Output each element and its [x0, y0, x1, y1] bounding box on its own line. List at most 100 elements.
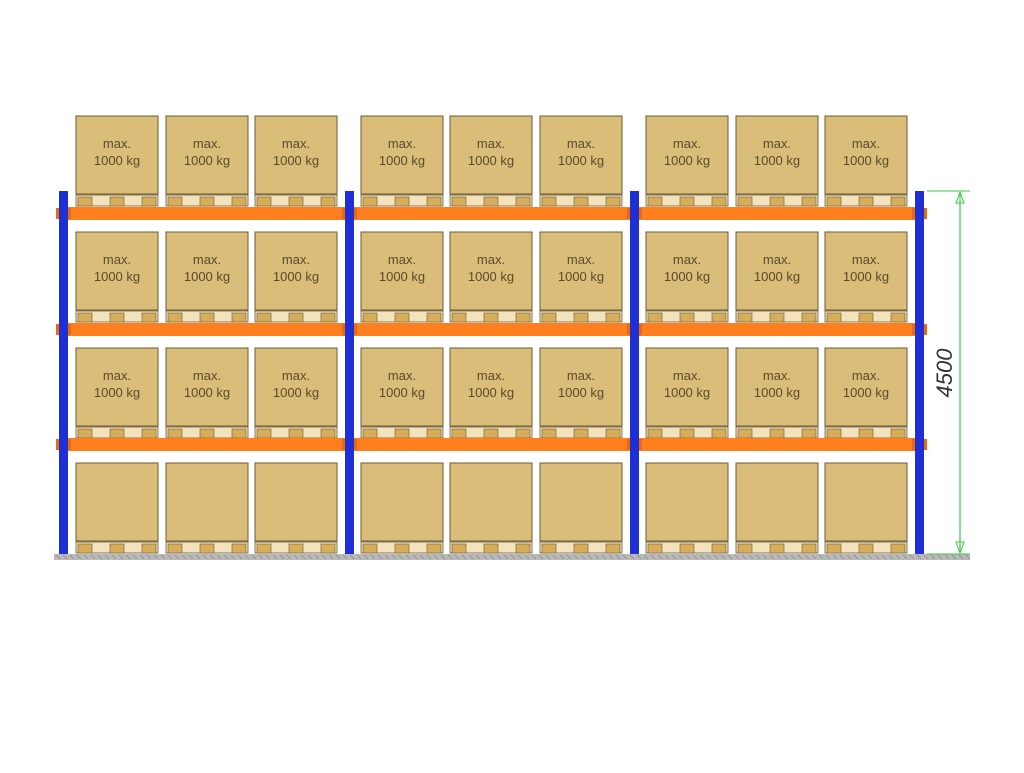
- box-label-weight: 1000 kg: [273, 385, 319, 400]
- floor-hatch: [811, 554, 817, 560]
- box-label-max: max.: [567, 368, 595, 383]
- floor-hatch: [349, 554, 355, 560]
- box-label-max: max.: [477, 252, 505, 267]
- box-label-weight: 1000 kg: [754, 385, 800, 400]
- load-box: [75, 231, 159, 311]
- floor-hatch: [825, 554, 831, 560]
- floor-hatch: [888, 554, 894, 560]
- floor-hatch: [419, 554, 425, 560]
- pallet-block: [515, 196, 531, 207]
- pallet-block: [647, 428, 663, 439]
- floor-hatch: [328, 554, 334, 560]
- floor-hatch: [440, 554, 446, 560]
- box-label-weight: 1000 kg: [94, 385, 140, 400]
- pallet-block: [256, 428, 272, 439]
- load-box: [539, 115, 623, 195]
- box-label-weight: 1000 kg: [843, 269, 889, 284]
- floor-hatch: [188, 554, 194, 560]
- pallet-block: [109, 543, 125, 554]
- beam: [63, 438, 919, 451]
- floor-hatch: [930, 554, 936, 560]
- floor-hatch: [118, 554, 124, 560]
- pallet-block: [801, 196, 817, 207]
- load-box: [449, 115, 533, 195]
- floor-hatch: [636, 554, 642, 560]
- pallet-block: [288, 543, 304, 554]
- floor-hatch: [202, 554, 208, 560]
- load-box: [254, 462, 338, 542]
- floor-hatch: [132, 554, 138, 560]
- floor-hatch: [307, 554, 313, 560]
- floor-hatch: [139, 554, 145, 560]
- box-label-weight: 1000 kg: [558, 269, 604, 284]
- box-label-max: max.: [388, 136, 416, 151]
- load-box: [360, 347, 444, 427]
- pallet-block: [394, 543, 410, 554]
- box-label-max: max.: [763, 368, 791, 383]
- pallet-block: [515, 428, 531, 439]
- load-box: [824, 115, 908, 195]
- floor-hatch: [776, 554, 782, 560]
- floor-hatch: [489, 554, 495, 560]
- floor-hatch: [454, 554, 460, 560]
- pallet-block: [77, 196, 93, 207]
- box-label-weight: 1000 kg: [273, 269, 319, 284]
- floor-hatch: [279, 554, 285, 560]
- floor-hatch: [300, 554, 306, 560]
- load-box: [735, 115, 819, 195]
- load-box: [254, 347, 338, 427]
- pallet-block: [605, 428, 621, 439]
- pallet-block: [573, 196, 589, 207]
- floor-hatch: [76, 554, 82, 560]
- floor-hatch: [272, 554, 278, 560]
- pallet-block: [199, 428, 215, 439]
- box-label-weight: 1000 kg: [379, 269, 425, 284]
- floor-hatch: [818, 554, 824, 560]
- pallet-block: [362, 543, 378, 554]
- floor-hatch: [363, 554, 369, 560]
- pallet-block: [141, 312, 157, 323]
- pallet-block: [515, 312, 531, 323]
- floor-hatch: [97, 554, 103, 560]
- floor-hatch: [321, 554, 327, 560]
- floor-hatch: [629, 554, 635, 560]
- beam: [63, 323, 919, 336]
- pallet-block: [231, 428, 247, 439]
- floor-hatch: [517, 554, 523, 560]
- load-box: [539, 462, 623, 542]
- pallet-block: [858, 196, 874, 207]
- floor-hatch: [552, 554, 558, 560]
- floor-hatch: [405, 554, 411, 560]
- pallet-block: [605, 312, 621, 323]
- floor-hatch: [937, 554, 943, 560]
- load-box: [824, 462, 908, 542]
- floor-hatch: [923, 554, 929, 560]
- floor-hatch: [524, 554, 530, 560]
- pallet-block: [451, 196, 467, 207]
- load-box: [735, 231, 819, 311]
- box-label-weight: 1000 kg: [754, 269, 800, 284]
- floor-hatch: [293, 554, 299, 560]
- floor-hatch: [125, 554, 131, 560]
- pallet-block: [858, 312, 874, 323]
- pallet-block: [426, 543, 442, 554]
- box-label-weight: 1000 kg: [184, 269, 230, 284]
- floor-hatch: [69, 554, 75, 560]
- floor-hatch: [769, 554, 775, 560]
- floor-hatch: [83, 554, 89, 560]
- pallet-block: [890, 428, 906, 439]
- load-box: [360, 115, 444, 195]
- floor-hatch: [944, 554, 950, 560]
- box-label-weight: 1000 kg: [843, 385, 889, 400]
- floor-hatch: [314, 554, 320, 560]
- box-label-weight: 1000 kg: [843, 153, 889, 168]
- floor-hatch: [587, 554, 593, 560]
- floor-hatch: [209, 554, 215, 560]
- pallet-block: [231, 312, 247, 323]
- pallet-block: [109, 428, 125, 439]
- floor-hatch: [503, 554, 509, 560]
- dimension-value: 4500: [932, 348, 957, 398]
- pallet-block: [826, 312, 842, 323]
- pallet-block: [394, 196, 410, 207]
- floor-hatch: [230, 554, 236, 560]
